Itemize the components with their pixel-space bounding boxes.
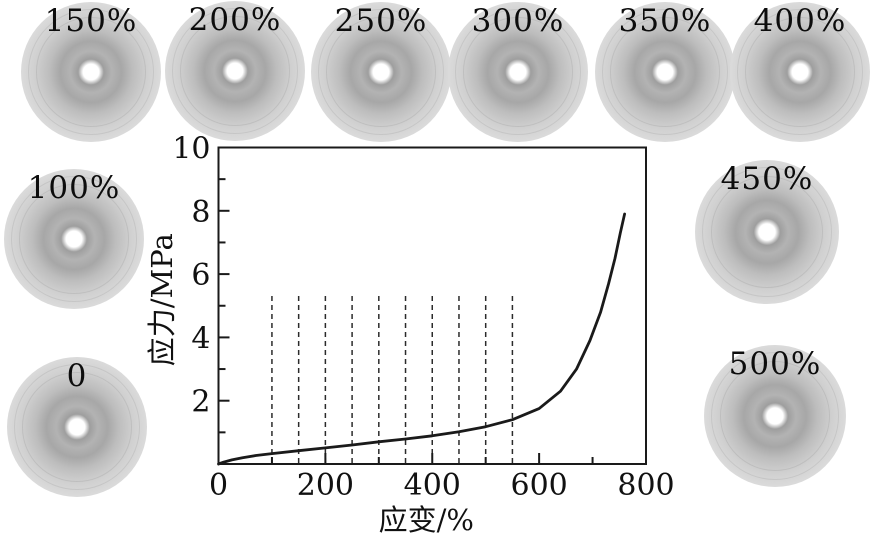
diffraction-ring-icon [11, 176, 137, 302]
diffraction-pattern: 150% [21, 2, 161, 142]
pattern-strain-label: 200% [188, 2, 282, 38]
diffraction-ring-icon [22, 372, 132, 482]
diffraction-ring-icon [19, 184, 129, 294]
diffraction-pattern: 250% [311, 2, 451, 142]
diffraction-ring-icon [602, 9, 728, 135]
x-tick-label: 800 [617, 468, 674, 503]
diffraction-ring-icon [745, 17, 855, 127]
x-tick-label: 600 [510, 468, 567, 503]
diffraction-ring-icon [14, 364, 140, 490]
diffraction-ring-icon [180, 16, 290, 126]
diffraction-ring-icon [326, 17, 436, 127]
diffraction-pattern: 350% [595, 2, 735, 142]
pattern-strain-label: 100% [27, 170, 121, 206]
pattern-strain-label: 150% [44, 3, 138, 39]
pattern-strain-label: 250% [334, 3, 428, 39]
y-tick-label: 8 [191, 195, 210, 230]
diffraction-ring-icon [172, 8, 298, 134]
pattern-strain-label: 400% [753, 3, 847, 39]
diffraction-ring-icon [36, 17, 146, 127]
plot-frame [217, 146, 647, 465]
y-tick-label: 4 [191, 321, 210, 356]
x-tick-label: 0 [209, 468, 228, 503]
diffraction-pattern: 500% [704, 345, 846, 487]
diffraction-pattern: 450% [695, 160, 839, 304]
diffraction-pattern: 300% [448, 2, 588, 142]
pattern-strain-label: 450% [720, 161, 814, 197]
diffraction-ring-icon [737, 9, 863, 135]
diffraction-ring-icon [711, 352, 839, 480]
diffraction-ring-icon [719, 360, 831, 472]
diffraction-ring-icon [610, 17, 720, 127]
pattern-strain-label: 300% [471, 3, 565, 39]
diffraction-ring-icon [455, 9, 581, 135]
pattern-strain-label: 350% [618, 3, 712, 39]
y-tick-label: 2 [191, 385, 210, 420]
diffraction-pattern: 100% [4, 169, 144, 309]
x-axis-label: 应变/% [379, 503, 474, 537]
diffraction-pattern: 400% [730, 2, 870, 142]
stress-strain-curve [217, 212, 626, 466]
y-tick-label: 6 [191, 258, 210, 293]
pattern-strain-label: 500% [728, 346, 822, 382]
diffraction-pattern: 200% [165, 1, 305, 141]
diffraction-ring-icon [318, 9, 444, 135]
x-tick-label: 400 [404, 468, 461, 503]
y-tick-label: 10 [172, 132, 210, 167]
pattern-strain-label: 0 [66, 358, 88, 394]
y-axis-label: 应力/MPa [145, 233, 179, 366]
diffraction-ring-icon [702, 167, 832, 297]
x-tick-label: 200 [297, 468, 354, 503]
diffraction-pattern: 0 [7, 357, 147, 497]
diffraction-ring-icon [710, 175, 824, 289]
diffraction-ring-icon [28, 9, 154, 135]
diffraction-ring-icon [463, 17, 573, 127]
